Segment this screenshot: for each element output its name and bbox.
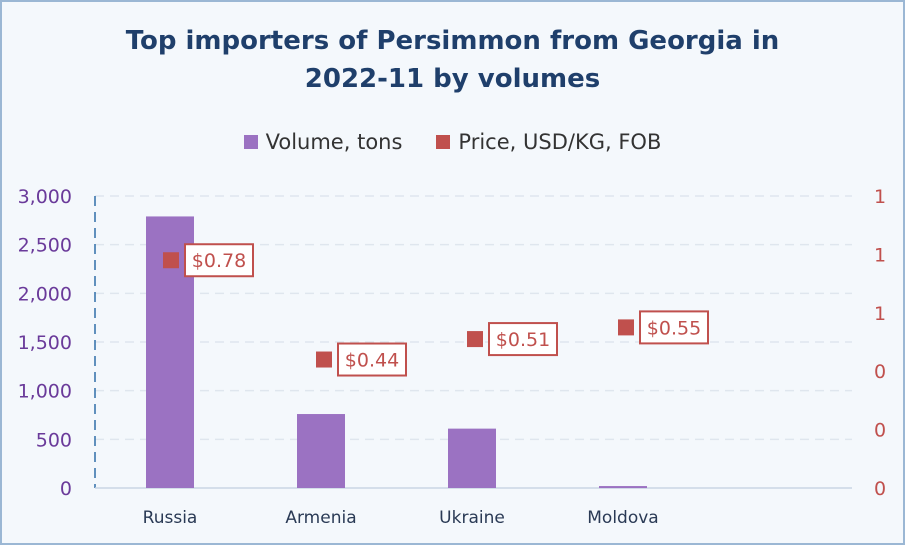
y-left-tick-label: 2,000	[18, 283, 72, 305]
y-left-tick-label: 1,000	[18, 381, 72, 403]
legend-swatch-price	[436, 135, 451, 149]
price-label-box	[337, 342, 407, 377]
y-right-tick-label: 0	[874, 478, 886, 500]
y-right-tick-label: 1	[874, 244, 886, 266]
legend-swatch-volume	[243, 135, 258, 149]
price-data-label: $0.55	[647, 317, 701, 339]
legend-item-price: Price, USD/KG, FOB	[436, 130, 661, 154]
y-right-tick-label: 0	[874, 420, 886, 442]
chart-title-line2: 2022-11 by volumes	[304, 64, 601, 94]
y-left-tick-label: 1,500	[18, 332, 72, 354]
price-label-box	[639, 310, 709, 345]
price-label-box	[184, 243, 254, 278]
y-right-tick-label: 1	[874, 186, 886, 208]
price-label-box	[488, 322, 558, 357]
price-data-label: $0.44	[345, 350, 399, 372]
y-right-tick-label: 0	[874, 361, 886, 383]
price-marker	[618, 319, 634, 336]
chart-title: Top importers of Persimmon from Georgia …	[0, 22, 905, 98]
bar-volume	[599, 486, 647, 489]
price-data-label: $0.78	[192, 250, 246, 272]
bar-volume	[297, 414, 345, 488]
chart-title-line1: Top importers of Persimmon from Georgia …	[125, 26, 780, 56]
legend-label-volume: Volume, tons	[265, 130, 403, 154]
price-marker	[316, 351, 332, 368]
x-tick-label: Ukraine	[439, 508, 505, 528]
price-marker	[163, 252, 179, 269]
x-tick-label: Moldova	[587, 508, 658, 528]
chart-legend: Volume, tons Price, USD/KG, FOB	[0, 130, 905, 154]
legend-item-volume: Volume, tons	[243, 130, 403, 154]
y-left-tick-label: 3,000	[18, 186, 72, 208]
y-left-tick-label: 0	[60, 478, 72, 500]
y-left-tick-label: 2,500	[18, 235, 72, 257]
y-left-tick-label: 500	[36, 429, 72, 451]
price-marker	[467, 331, 483, 348]
x-tick-label: Russia	[143, 508, 198, 528]
y-right-tick-label: 1	[874, 303, 886, 325]
legend-label-price: Price, USD/KG, FOB	[458, 130, 662, 154]
price-data-label: $0.51	[496, 329, 550, 351]
x-tick-label: Armenia	[285, 508, 356, 528]
bar-volume	[448, 428, 496, 488]
